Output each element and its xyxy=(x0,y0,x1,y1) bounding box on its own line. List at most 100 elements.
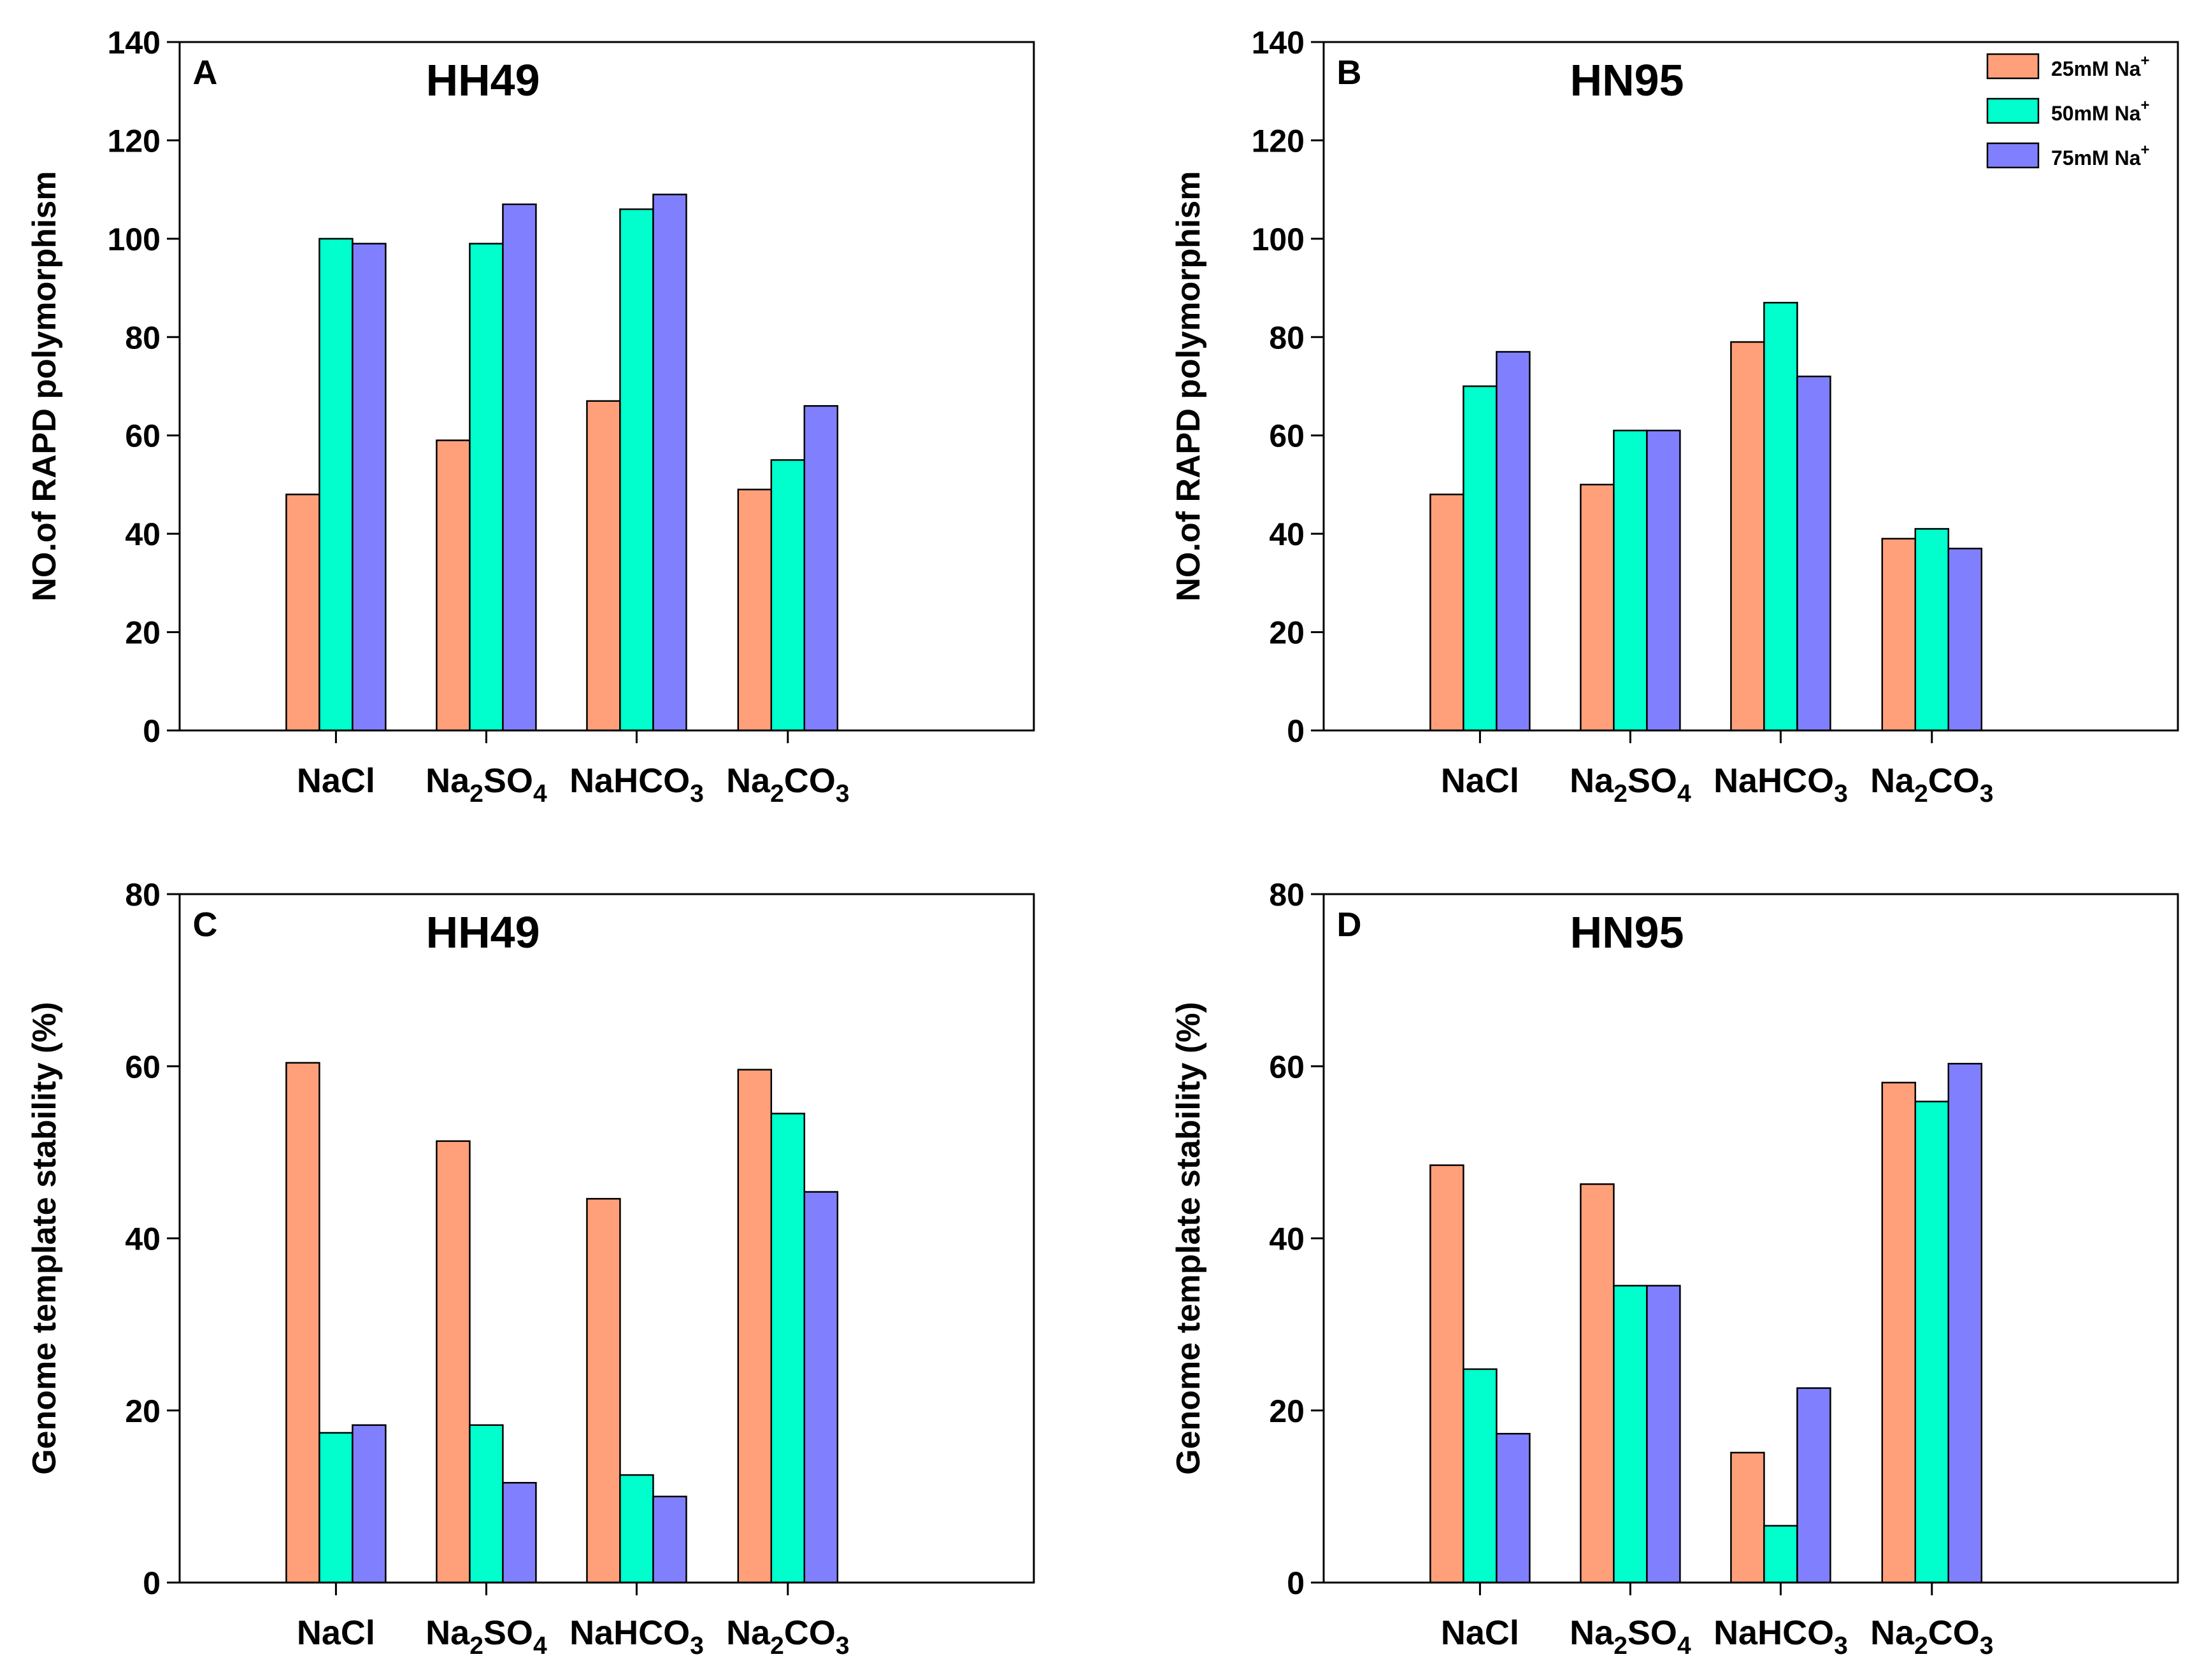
panel-c-category-label-1: NaCl xyxy=(297,1614,375,1652)
panel-c-bar-s3-1 xyxy=(352,1424,387,1584)
panel-c-bar-s1-1 xyxy=(285,1062,320,1584)
panel-a-bar-s2-1 xyxy=(318,238,354,732)
panel-a-bar-s1-1 xyxy=(285,494,320,732)
panel-b-category-label-1: NaCl xyxy=(1441,762,1519,800)
panel-b-bar-s1-1 xyxy=(1429,494,1464,732)
legend-label-sup-2: + xyxy=(2141,97,2150,114)
panel-c-ytick-label-20: 20 xyxy=(125,1393,161,1429)
panel-a-bar-s3-4 xyxy=(803,405,839,732)
panel-c-bar-s3-3 xyxy=(652,1495,687,1584)
panel-b-category-label-2: Na2SO4 xyxy=(1570,762,1691,808)
panel-d-category-label-4: Na2CO3 xyxy=(1870,1614,1993,1660)
panel-a-ytick-label-120: 120 xyxy=(108,123,161,159)
legend-label-sup-3: + xyxy=(2141,141,2150,159)
panel-b-bar-s2-3 xyxy=(1763,301,1798,732)
panel-c-ytick-label-60: 60 xyxy=(125,1049,161,1085)
panel-b-ytick-label-0: 0 xyxy=(1287,713,1305,749)
panel-a-bar-s1-3 xyxy=(586,400,621,732)
panel-d-bar-s3-3 xyxy=(1796,1387,1831,1584)
panel-b-ytick-label-140: 140 xyxy=(1252,25,1305,61)
panel-b-bar-s2-4 xyxy=(1914,528,1950,732)
panel-c-title: HH49 xyxy=(426,908,540,957)
panel-a-bar-s3-1 xyxy=(352,243,387,732)
panel-a-ytick-label-140: 140 xyxy=(108,25,161,61)
panel-d-bar-s1-1 xyxy=(1429,1164,1464,1584)
panel-b-bar-s1-3 xyxy=(1730,341,1765,732)
panel-b-category-label-4: Na2CO3 xyxy=(1870,762,1993,808)
legend-label-1: 25mM Na+ xyxy=(2051,52,2150,80)
panel-b-ytick-label-60: 60 xyxy=(1269,418,1305,454)
panel-a-category-label-4: Na2CO3 xyxy=(726,762,849,808)
panel-d-ytick-label-60: 60 xyxy=(1269,1049,1305,1085)
panel-d-bar-s2-4 xyxy=(1914,1100,1950,1584)
panel-a-category-label-1: NaCl xyxy=(297,762,375,800)
panel-c-bar-s2-1 xyxy=(318,1432,354,1584)
panel-a-letter: A xyxy=(193,53,218,92)
panel-d-bar-s2-3 xyxy=(1763,1525,1798,1584)
panel-a-bar-s2-4 xyxy=(770,459,806,732)
panel-b-bar-s1-2 xyxy=(1580,483,1615,732)
panel-c-y-axis-label: Genome template stability (%) xyxy=(26,1002,63,1475)
legend-label-text-1: 25mM Na xyxy=(2051,57,2141,80)
panel-a-category-label-2: Na2SO4 xyxy=(426,762,547,808)
panel-c-bar-s2-4 xyxy=(770,1113,806,1584)
panel-c-ytick-label-0: 0 xyxy=(143,1565,161,1601)
panel-d-bar-s3-2 xyxy=(1646,1285,1681,1584)
panel-c-ytick-label-40: 40 xyxy=(125,1221,161,1257)
panel-d-bar-s3-4 xyxy=(1947,1062,1983,1584)
legend-label-text-2: 50mM Na xyxy=(2051,102,2141,125)
panel-c-category-label-2: Na2SO4 xyxy=(426,1614,547,1660)
panel-a-bar-s3-3 xyxy=(652,194,687,732)
panel-c-bar-s3-2 xyxy=(502,1482,537,1584)
legend-label-3: 75mM Na+ xyxy=(2051,141,2150,169)
panel-c-category-label-3: NaHCO3 xyxy=(569,1614,704,1660)
panel-b-letter: B xyxy=(1337,53,1362,92)
panel-a-y-axis-label: NO.of RAPD polymorphism xyxy=(26,171,63,601)
panel-a-bar-s2-2 xyxy=(469,243,504,732)
panel-c-bar-s2-3 xyxy=(619,1474,654,1584)
panel-b-ytick-label-20: 20 xyxy=(1269,615,1305,651)
panel-d-ytick-label-0: 0 xyxy=(1287,1565,1305,1601)
panel-c-bar-s2-2 xyxy=(469,1424,504,1584)
panel-d-bar-s2-1 xyxy=(1463,1368,1498,1584)
panel-a-ytick-label-40: 40 xyxy=(125,516,161,552)
panel-b-plot-frame xyxy=(1322,41,2179,732)
panel-d-category-label-2: Na2SO4 xyxy=(1570,1614,1691,1660)
panel-d-ytick-label-80: 80 xyxy=(1269,877,1305,913)
panel-c-bar-s1-4 xyxy=(737,1069,773,1584)
panel-b-bar-s2-2 xyxy=(1613,429,1648,732)
panel-a-bar-s3-2 xyxy=(502,203,537,732)
legend-label-sup-1: + xyxy=(2141,52,2150,69)
panel-d-category-label-3: NaHCO3 xyxy=(1714,1614,1848,1660)
panel-a-bar-s1-4 xyxy=(737,488,773,732)
panel-d-title: HN95 xyxy=(1570,908,1684,957)
panel-d-category-label-1: NaCl xyxy=(1441,1614,1519,1652)
panel-d-bar-s2-2 xyxy=(1613,1285,1648,1584)
panel-d-ytick-label-20: 20 xyxy=(1269,1393,1305,1429)
panel-a-ytick-label-0: 0 xyxy=(143,713,161,749)
panel-b-y-axis-label: NO.of RAPD polymorphism xyxy=(1170,171,1207,601)
panel-a-ytick-label-60: 60 xyxy=(125,418,161,454)
legend-label-text-3: 75mM Na xyxy=(2051,146,2141,169)
panel-a-ytick-label-80: 80 xyxy=(125,320,161,355)
panel-b-bar-s3-3 xyxy=(1796,375,1831,732)
legend-swatch-1 xyxy=(1986,53,2040,80)
panel-d-bar-s1-2 xyxy=(1580,1183,1615,1584)
panel-d-bar-s1-3 xyxy=(1730,1451,1765,1584)
panel-a-bar-s2-3 xyxy=(619,208,654,732)
panel-d-y-axis-label: Genome template stability (%) xyxy=(1170,1002,1207,1475)
panel-c-bar-s3-4 xyxy=(803,1191,839,1584)
panel-b-ytick-label-40: 40 xyxy=(1269,516,1305,552)
legend-swatch-3 xyxy=(1986,142,2040,169)
panel-b-bar-s3-2 xyxy=(1646,429,1681,732)
panel-c-category-label-4: Na2CO3 xyxy=(726,1614,849,1660)
panel-a-title: HH49 xyxy=(426,55,540,105)
panel-a-bar-s1-2 xyxy=(436,439,471,732)
panel-b-bar-s3-4 xyxy=(1947,548,1983,732)
panel-b-title: HN95 xyxy=(1570,55,1684,105)
panel-d-ytick-label-40: 40 xyxy=(1269,1221,1305,1257)
panel-d-bar-s3-1 xyxy=(1496,1432,1531,1584)
panel-a-category-label-3: NaHCO3 xyxy=(569,762,704,808)
